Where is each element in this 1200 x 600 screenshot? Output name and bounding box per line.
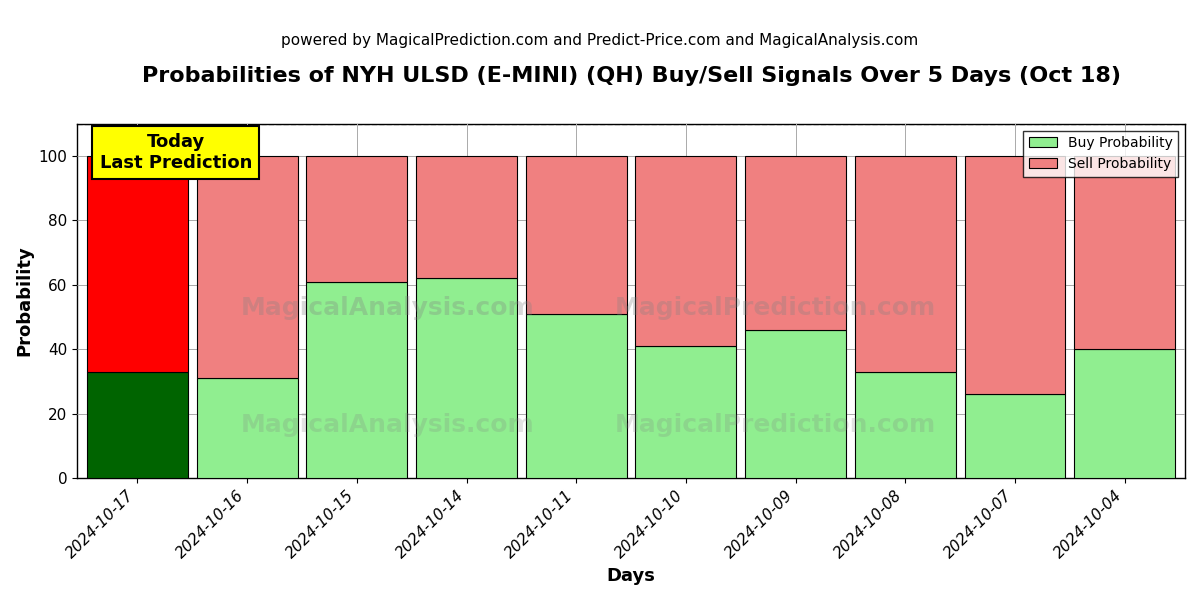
Bar [1074, 156, 1175, 349]
Text: MagicalAnalysis.com: MagicalAnalysis.com [240, 296, 534, 320]
Bar [88, 156, 188, 372]
Bar [1074, 349, 1175, 478]
Text: MagicalPrediction.com: MagicalPrediction.com [614, 296, 936, 320]
Text: powered by MagicalPrediction.com and Predict-Price.com and MagicalAnalysis.com: powered by MagicalPrediction.com and Pre… [281, 33, 919, 48]
Bar [745, 330, 846, 478]
Bar [197, 378, 298, 478]
Bar [416, 278, 517, 478]
Bar [306, 156, 407, 281]
Bar [854, 372, 955, 478]
Bar [965, 156, 1066, 394]
Bar [854, 156, 955, 372]
Title: Probabilities of NYH ULSD (E-MINI) (QH) Buy/Sell Signals Over 5 Days (Oct 18): Probabilities of NYH ULSD (E-MINI) (QH) … [142, 66, 1121, 86]
X-axis label: Days: Days [607, 567, 655, 585]
Bar [965, 394, 1066, 478]
Bar [526, 156, 626, 314]
Bar [197, 156, 298, 378]
Text: MagicalAnalysis.com: MagicalAnalysis.com [240, 413, 534, 437]
Bar [526, 314, 626, 478]
Bar [416, 156, 517, 278]
Text: MagicalPrediction.com: MagicalPrediction.com [614, 413, 936, 437]
Bar [636, 346, 737, 478]
Bar [306, 281, 407, 478]
Bar [88, 372, 188, 478]
Y-axis label: Probability: Probability [14, 245, 32, 356]
Text: Today
Last Prediction: Today Last Prediction [100, 133, 252, 172]
Legend: Buy Probability, Sell Probability: Buy Probability, Sell Probability [1024, 131, 1178, 176]
Bar [745, 156, 846, 330]
Bar [636, 156, 737, 346]
